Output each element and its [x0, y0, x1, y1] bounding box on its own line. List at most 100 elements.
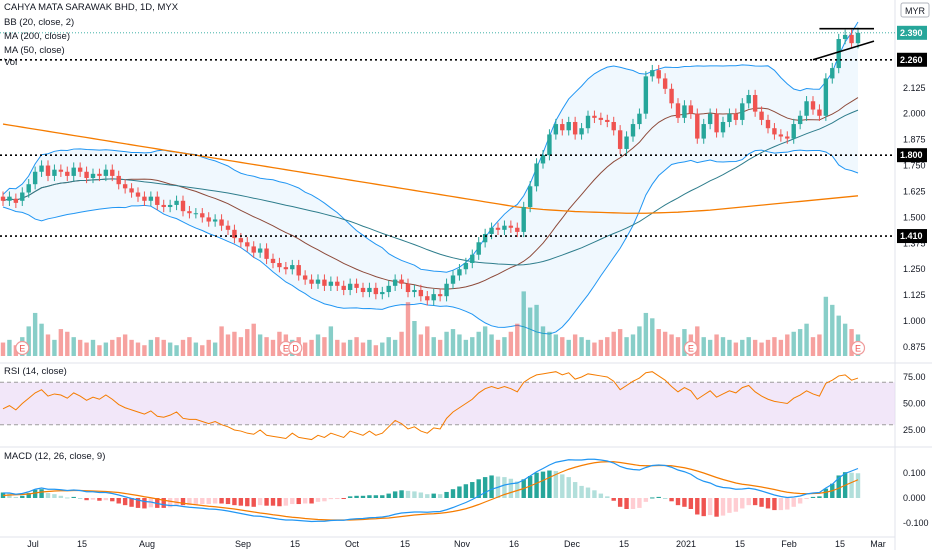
- volume-bar: [791, 331, 796, 356]
- volume-bar: [431, 337, 436, 356]
- volume-bar: [26, 326, 31, 356]
- rsi-tick-label: 25.00: [903, 425, 926, 435]
- volume-bar: [810, 337, 816, 356]
- candle-body: [566, 121, 571, 131]
- volume-bar: [527, 307, 533, 356]
- candle-body: [367, 287, 372, 293]
- candle-body: [52, 169, 57, 176]
- level-tag: [897, 52, 927, 67]
- candle-body: [399, 279, 404, 284]
- candle-body: [502, 225, 507, 230]
- volume-bar: [765, 339, 771, 356]
- macd-histogram-bar: [200, 498, 205, 505]
- volume-bar: [585, 339, 591, 356]
- volume-bar: [682, 329, 687, 356]
- volume-bar: [540, 326, 546, 356]
- macd-histogram-bar: [392, 491, 398, 498]
- candle-body: [508, 225, 514, 228]
- rsi-line: [2, 371, 859, 441]
- macd-histogram-bar: [740, 498, 745, 509]
- volume-bar: [804, 323, 809, 356]
- rsi-tick-label: 75.00: [903, 372, 926, 382]
- candle-body: [560, 124, 565, 131]
- volume-bar: [90, 339, 96, 356]
- legend-vol: Vol: [4, 57, 18, 68]
- candle-body: [688, 105, 694, 114]
- volume-bar: [315, 334, 321, 356]
- macd-histogram-bar: [13, 496, 19, 498]
- bb-upper-line: [2, 21, 859, 273]
- candle-body: [155, 196, 160, 205]
- candle-body: [219, 219, 224, 226]
- macd-histogram-bar: [605, 496, 610, 498]
- volume-bar: [116, 337, 121, 356]
- time-tick-label: Aug: [139, 539, 155, 549]
- legend-ma200: MA (200, close): [4, 31, 70, 42]
- candle-body: [122, 184, 128, 189]
- price-tick-label: 1.000: [903, 316, 926, 326]
- time-tick-label: 15: [400, 539, 410, 549]
- macd-histogram-bar: [810, 496, 816, 498]
- macd-histogram-bar: [489, 475, 494, 498]
- volume-bar: [759, 342, 764, 356]
- volume-bar: [161, 339, 166, 356]
- macd-histogram-bar: [129, 498, 134, 507]
- volume-bar: [733, 342, 739, 356]
- dividend-marker: [288, 340, 303, 356]
- bb-basis-line: [2, 97, 859, 290]
- macd-histogram-bar: [611, 498, 616, 501]
- candle-body: [45, 165, 51, 176]
- macd-histogram-bar: [238, 498, 244, 506]
- candle-body: [682, 105, 687, 118]
- time-tick-label: Jul: [27, 539, 39, 549]
- macd-histogram-bar: [515, 481, 520, 498]
- macd-histogram-bar: [84, 498, 89, 501]
- level-tag-label: 2.260: [900, 55, 923, 65]
- candle-body: [630, 124, 636, 137]
- macd-histogram-bar: [560, 474, 565, 498]
- macd-histogram-bar: [849, 472, 854, 498]
- macd-histogram-bar: [180, 498, 186, 506]
- volume-bar: [335, 339, 340, 356]
- volume-bar: [727, 339, 732, 356]
- candle-body: [675, 103, 681, 118]
- candle-body: [212, 219, 218, 222]
- macd-histogram-bar: [579, 485, 584, 498]
- level-tag-label: 1.800: [900, 150, 923, 160]
- macd-histogram-bar: [245, 498, 250, 507]
- macd-histogram-bar: [103, 498, 109, 501]
- macd-histogram-bar: [682, 498, 687, 507]
- candle-body: [322, 279, 327, 286]
- macd-histogram-bar: [444, 491, 449, 498]
- macd-histogram-bar: [450, 489, 456, 498]
- volume-bar: [720, 337, 726, 356]
- candle-body: [759, 111, 764, 120]
- volume-bar: [772, 337, 777, 356]
- level-tag: [897, 229, 927, 244]
- macd-histogram-bar: [354, 495, 359, 498]
- volume-bar: [463, 339, 469, 356]
- volume-bar: [695, 326, 700, 356]
- macd-tick-label: 0.100: [903, 468, 926, 478]
- candle-body: [180, 200, 186, 212]
- macd-histogram-bar: [669, 498, 674, 502]
- candle-body: [200, 213, 205, 218]
- macd-histogram-bar: [52, 494, 57, 498]
- candle-body: [20, 192, 25, 201]
- macd-histogram-bar: [367, 495, 372, 498]
- macd-histogram-bar: [572, 482, 578, 498]
- macd-histogram-bar: [90, 498, 96, 500]
- volume-bar: [637, 326, 642, 356]
- time-tick-label: 15: [77, 539, 87, 549]
- legend-bb: BB (20, close, 2): [4, 17, 75, 28]
- volume-bar: [238, 337, 244, 356]
- volume-bar: [347, 339, 353, 356]
- candle-body: [187, 211, 192, 214]
- candle-body: [714, 113, 719, 133]
- candle-body: [547, 134, 552, 156]
- candle-body: [270, 258, 276, 264]
- macd-histogram-bar: [855, 473, 861, 498]
- last-price-label: 2.390: [900, 28, 923, 38]
- candle-body: [656, 70, 661, 79]
